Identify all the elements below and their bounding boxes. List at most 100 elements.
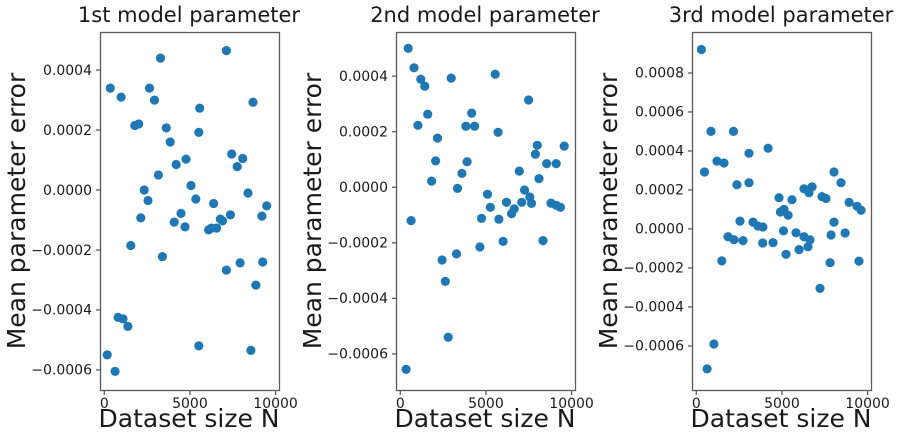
subplot-3-y-tick-label: 0.0000 <box>635 222 684 238</box>
subplot-1-data-point <box>155 53 166 63</box>
subplot-3-data-point <box>805 235 815 245</box>
subplot-1-data-point <box>102 350 112 360</box>
subplot-2-data-point <box>420 81 430 91</box>
subplot-2-y-tick-label: −0.0006 <box>327 347 388 363</box>
subplot-2-y-tick-label: −0.0004 <box>327 291 388 307</box>
subplot-2-x-tick-label: 0 <box>396 396 405 412</box>
subplot-3-y-tick-label: −0.0006 <box>623 339 684 355</box>
subplot-3-data-point <box>826 230 836 240</box>
subplot-1-data-point <box>110 366 120 376</box>
subplot-1-data-point <box>186 180 196 191</box>
subplot-1-data-point <box>180 222 190 232</box>
subplot-1-data-point <box>257 211 267 221</box>
subplot-1-xlabel: Dataset size N <box>98 404 280 433</box>
subplot-3-title: 3rd model parameter <box>668 3 894 27</box>
subplot-2-data-point <box>440 276 450 286</box>
subplot-2-data-point <box>530 149 541 159</box>
subplot-2-data-point <box>443 332 453 342</box>
subplot-2-data-point <box>427 176 437 186</box>
subplot-1-data-point <box>194 127 204 137</box>
subplot-2-data-point <box>423 109 433 119</box>
subplot-1-data-point <box>194 341 204 351</box>
subplot-1-y-tick-label: 0.0000 <box>43 183 92 199</box>
subplot-2-data-point <box>493 127 503 137</box>
subplot-2-data-point <box>509 204 519 214</box>
subplot-3-data-point <box>840 228 850 238</box>
subplot-1-data-point <box>144 83 155 93</box>
subplot-1-x-tick-label: 5000 <box>172 396 208 412</box>
subplot-1-data-point <box>118 314 128 324</box>
subplot-1-data-point <box>225 210 235 220</box>
subplot-2-data-point <box>534 174 544 184</box>
subplot-3-data-point <box>758 222 768 232</box>
subplot-2-data-point <box>526 198 537 208</box>
subplot-3-data-point <box>791 228 801 238</box>
subplot-2-data-point <box>485 202 495 212</box>
subplot-3-data-point <box>702 364 712 374</box>
subplot-3-data-point <box>815 283 825 293</box>
subplot-3-data-point <box>781 249 791 259</box>
subplot-1-data-point <box>235 258 245 268</box>
subplot-2-data-point <box>476 213 487 223</box>
subplot-2-data-point <box>542 159 552 169</box>
subplot-3-y-tick-label: 0.0006 <box>635 105 684 121</box>
subplot-1-data-point <box>217 216 228 226</box>
subplot-2-data-point <box>437 255 447 265</box>
subplot-2-data-point <box>519 185 530 195</box>
subplot-3-data-point <box>804 188 814 198</box>
subplot-1-y-tick-label: −0.0006 <box>31 363 92 379</box>
subplot-1-data-point <box>153 170 163 180</box>
subplot-3-data-point <box>829 217 839 227</box>
subplot-3-data-point <box>735 216 745 226</box>
subplot-2-x-tick-label: 10000 <box>549 396 594 412</box>
subplot-3-data-point <box>699 167 710 177</box>
subplot-3-data-point <box>712 156 722 166</box>
subplot-1-data-point <box>157 252 167 262</box>
subplot-2-data-point <box>514 166 524 176</box>
subplot-1-data-point <box>227 149 237 159</box>
subplot-3-data-point <box>794 245 804 255</box>
subplot-2-y-tick-label: 0.0002 <box>339 125 388 141</box>
subplot-1-data-point <box>251 280 261 290</box>
subplot-3-data-point <box>729 235 739 245</box>
subplot-3-data-point <box>717 256 727 266</box>
subplot-1-data-point <box>171 159 181 170</box>
subplot-1-data-point <box>262 201 272 211</box>
subplot-3-data-point <box>738 236 748 246</box>
subplot-3-data-point <box>744 178 754 188</box>
subplot-1-data-point <box>209 198 219 209</box>
subplot-3-data-point <box>768 238 778 248</box>
subplot-1-data-point <box>191 194 201 204</box>
subplot-2-data-point <box>409 63 419 73</box>
subplot-1-data-point <box>221 46 231 56</box>
subplot-1-data-point <box>181 154 191 164</box>
subplot-2-data-point <box>482 189 493 199</box>
subplot-1-data-point <box>195 103 205 113</box>
subplot-3-data-point <box>732 180 742 190</box>
subplot-1-x-tick-label: 0 <box>100 396 109 412</box>
subplot-3-data-point <box>696 44 707 55</box>
subplot-1-data-point <box>134 119 144 129</box>
subplot-1-data-point <box>176 208 186 218</box>
subplot-3-ylabel: Mean parameter error <box>594 72 623 350</box>
subplot-1-data-point <box>116 92 126 102</box>
subplot-3-xlabel: Dataset size N <box>690 404 872 433</box>
subplot-1-data-point <box>149 95 160 105</box>
subplot-3-data-point <box>825 258 835 268</box>
subplot-1-data-point <box>258 257 268 267</box>
subplot-1-data-point <box>165 137 175 147</box>
subplot-1-data-point <box>123 321 133 331</box>
subplot-2-data-point <box>401 364 411 374</box>
subplot-2-data-point <box>501 197 512 207</box>
subplot-2-data-point <box>532 140 542 150</box>
subplot-1-data-point <box>126 240 136 251</box>
subplot-2-data-point <box>490 69 500 79</box>
subplot-1-data-point <box>136 213 146 223</box>
subplot-3-data-point <box>758 238 768 248</box>
subplot-3-data-point <box>706 126 716 136</box>
subplot-3-y-tick-label: 0.0008 <box>635 66 684 82</box>
subplot-2-data-point <box>470 121 480 131</box>
subplot-1-title: 1st model parameter <box>77 3 301 27</box>
subplot-3-data-point <box>836 178 846 188</box>
subplot-2-xlabel: Dataset size N <box>394 404 576 433</box>
